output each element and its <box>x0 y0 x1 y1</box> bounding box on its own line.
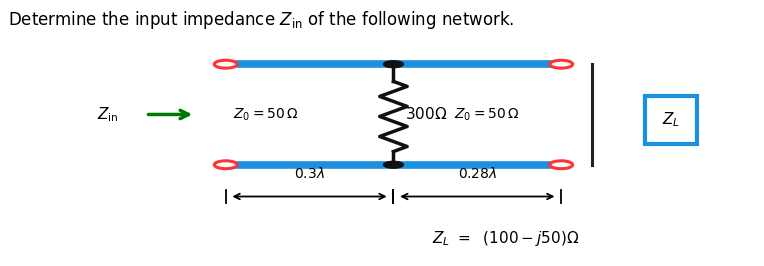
Text: Determine the input impedance $Z_{\mathrm{in}}$ of the following network.: Determine the input impedance $Z_{\mathr… <box>8 9 515 31</box>
Circle shape <box>384 61 403 68</box>
Text: $Z_0 = 50\,\Omega$: $Z_0 = 50\,\Omega$ <box>455 106 520 123</box>
Text: $300\Omega$: $300\Omega$ <box>405 106 447 122</box>
Circle shape <box>384 161 403 168</box>
Text: $Z_L\ =\ \ (100-j50)\Omega$: $Z_L\ =\ \ (100-j50)\Omega$ <box>432 229 579 248</box>
Circle shape <box>550 161 572 169</box>
Circle shape <box>214 161 237 169</box>
Text: $Z_0 = 50\,\Omega$: $Z_0 = 50\,\Omega$ <box>233 106 299 123</box>
Text: $0.3\lambda$: $0.3\lambda$ <box>294 166 325 181</box>
Text: $Z_{\mathrm{in}}$: $Z_{\mathrm{in}}$ <box>97 105 119 124</box>
Bar <box>645 96 697 144</box>
Circle shape <box>550 60 572 68</box>
Text: $Z_L$: $Z_L$ <box>662 110 680 129</box>
Circle shape <box>214 60 237 68</box>
Text: $0.28\lambda$: $0.28\lambda$ <box>458 166 497 181</box>
